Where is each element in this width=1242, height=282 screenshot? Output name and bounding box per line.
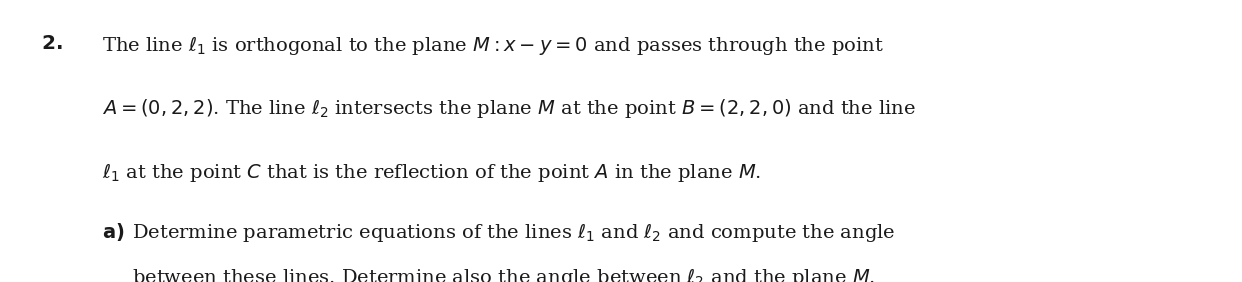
Text: $\mathbf{2.}$: $\mathbf{2.}$ — [41, 34, 62, 53]
Text: $\mathbf{a)}$: $\mathbf{a)}$ — [102, 221, 124, 243]
Text: $A = (0, 2, 2)$. The line $\ell_2$ intersects the plane $M$ at the point $B = (2: $A = (0, 2, 2)$. The line $\ell_2$ inter… — [102, 97, 915, 120]
Text: between these lines. Determine also the angle between $\ell_2$ and the plane $M$: between these lines. Determine also the … — [132, 266, 874, 282]
Text: Determine parametric equations of the lines $\ell_1$ and $\ell_2$ and compute th: Determine parametric equations of the li… — [132, 221, 895, 244]
Text: $\ell_1$ at the point $C$ that is the reflection of the point $A$ in the plane $: $\ell_1$ at the point $C$ that is the re… — [102, 161, 761, 184]
Text: The line $\ell_1$ is orthogonal to the plane $M : x - y = 0$ and passes through : The line $\ell_1$ is orthogonal to the p… — [102, 34, 884, 57]
